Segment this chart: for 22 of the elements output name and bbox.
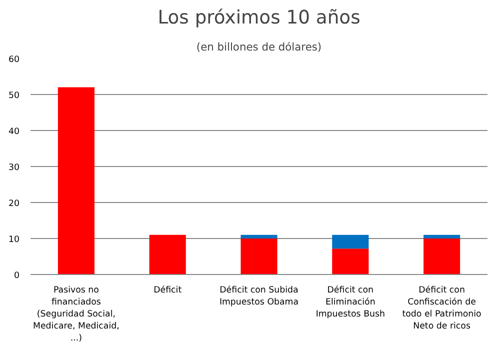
bar <box>149 234 186 274</box>
y-tick-label: 10 <box>8 235 20 245</box>
y-tick-label: 0 <box>14 271 20 281</box>
bar <box>240 234 278 238</box>
x-tick-label: Déficit con Confiscación de todo el Patrimonio Neto de ricos <box>402 286 482 332</box>
x-tick-label: Pasivos no financiados (Seguridad Social, Medicare, Medicaid, ...) <box>33 286 120 344</box>
chart-title: Los próximos 10 años <box>158 8 360 28</box>
bar <box>424 234 460 238</box>
bar <box>58 87 94 274</box>
bar <box>332 248 369 274</box>
x-tick-label: Déficit <box>154 286 182 296</box>
y-tick-label: 20 <box>8 199 20 209</box>
bar <box>240 238 278 274</box>
x-tick-label: Déficit con Eliminación Impuestos Bush <box>316 286 385 320</box>
y-tick-label: 60 <box>8 55 20 65</box>
x-tick-label: Déficit con Subida Impuestos Obama <box>219 286 299 308</box>
bar <box>424 238 460 274</box>
chart-subtitle: (en billones de dólares) <box>196 40 322 54</box>
bar <box>332 234 369 249</box>
y-tick-label: 50 <box>8 91 20 101</box>
y-tick-label: 30 <box>8 163 20 173</box>
y-tick-label: 40 <box>8 127 20 137</box>
